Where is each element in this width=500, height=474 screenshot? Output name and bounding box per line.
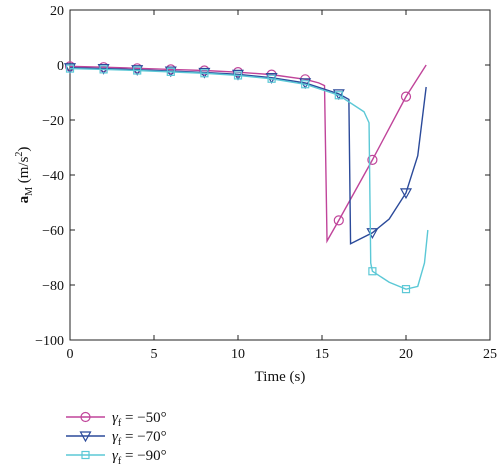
series-3: [65, 64, 429, 294]
x-tick-label: 0: [67, 347, 74, 362]
series-2: [63, 63, 427, 245]
plot-frame: [69, 9, 491, 341]
legend-marker: [79, 431, 92, 443]
legend-label: γf = −90°: [112, 448, 167, 467]
data-point-marker: [400, 91, 412, 102]
data-point-marker: [133, 66, 142, 75]
x-axis-title: Time (s): [255, 369, 306, 385]
legend-item: γf = −50°: [66, 410, 167, 429]
x-tick-label: 10: [231, 347, 245, 362]
legend-item: γf = −90°: [66, 448, 167, 467]
data-point-marker: [399, 188, 413, 200]
legend-marker: [80, 411, 91, 423]
y-tick-label: −100: [35, 334, 64, 349]
y-axis-title: aM (m/s2): [14, 147, 35, 204]
legend-marker: [81, 450, 90, 460]
data-point-marker: [98, 62, 109, 73]
x-tick-label: 25: [483, 347, 497, 362]
x-tick-label: 15: [315, 347, 329, 362]
data-point-marker: [165, 64, 176, 75]
data-point-marker: [99, 65, 108, 74]
data-point-marker: [200, 69, 209, 78]
data-point-marker: [301, 80, 310, 89]
y-tick-label: −60: [42, 224, 64, 239]
y-tick-label: −20: [42, 114, 64, 129]
data-point-marker: [367, 154, 378, 165]
series-line: [69, 67, 429, 290]
legend-item: γf = −70°: [66, 429, 167, 448]
data-point-marker: [233, 71, 243, 80]
data-point-marker: [65, 64, 75, 73]
x-tick-label: 5: [151, 347, 158, 362]
y-tick-label: −80: [42, 279, 64, 294]
data-point-marker: [401, 285, 411, 294]
x-tick-label: 20: [399, 347, 413, 362]
series-layer: [63, 61, 429, 294]
series-line: [69, 67, 427, 245]
data-point-marker: [64, 61, 76, 72]
x-axis-ticks: 0 5 10 15 20 25: [67, 10, 497, 362]
y-axis-ticks: 20 0 −20 −40 −60 −80 −100: [35, 4, 490, 349]
legend: γf = −50°γf = −70°γf = −90°: [66, 410, 167, 467]
data-point-marker: [334, 91, 343, 100]
y-tick-label: 20: [50, 4, 64, 19]
legend-label: γf = −50°: [112, 410, 167, 429]
data-point-marker: [368, 267, 377, 276]
data-point-marker: [166, 67, 175, 76]
legend-label: γf = −70°: [112, 429, 167, 448]
data-point-marker: [132, 63, 143, 74]
y-tick-label: 0: [57, 59, 64, 74]
data-point-marker: [333, 215, 344, 226]
y-tick-label: −40: [42, 169, 64, 184]
data-point-marker: [267, 74, 276, 83]
series-1: [64, 61, 427, 244]
series-line: [69, 64, 427, 244]
